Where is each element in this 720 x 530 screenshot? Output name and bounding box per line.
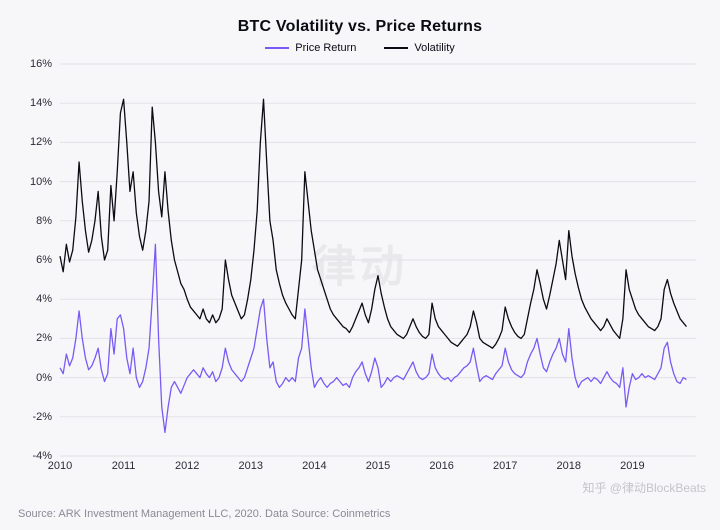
series-volatility (60, 99, 686, 348)
y-axis: 16%14%12%10%8%6%4%2%0%-2%-4% (0, 64, 56, 456)
x-tick-label: 2017 (493, 460, 517, 472)
chart-container: BTC Volatility vs. Price Returns Price R… (0, 0, 720, 530)
plot-svg (60, 64, 696, 456)
x-tick-label: 2010 (48, 460, 72, 472)
plot-area (60, 64, 696, 456)
chart-title: BTC Volatility vs. Price Returns (10, 18, 710, 36)
y-tick-label: 10% (30, 176, 52, 188)
y-tick-label: 4% (36, 293, 52, 305)
x-tick-label: 2014 (302, 460, 326, 472)
x-tick-label: 2013 (239, 460, 263, 472)
x-axis: 2010201120122013201420152016201720182019 (60, 460, 696, 480)
x-tick-label: 2018 (557, 460, 581, 472)
legend-swatch (384, 47, 408, 49)
x-tick-label: 2012 (175, 460, 199, 472)
x-tick-label: 2011 (112, 460, 136, 472)
chart-legend: Price Return Volatility (10, 42, 710, 54)
y-tick-label: 0% (36, 372, 52, 384)
y-tick-label: -2% (32, 411, 52, 423)
legend-item-price-return: Price Return (265, 42, 356, 54)
x-tick-label: 2015 (366, 460, 390, 472)
legend-label: Volatility (414, 42, 454, 54)
legend-swatch (265, 47, 289, 49)
y-tick-label: 6% (36, 254, 52, 266)
x-tick-label: 2019 (620, 460, 644, 472)
y-tick-label: 14% (30, 97, 52, 109)
y-tick-label: 2% (36, 332, 52, 344)
y-tick-label: 8% (36, 215, 52, 227)
y-tick-label: 16% (30, 58, 52, 70)
x-tick-label: 2016 (429, 460, 453, 472)
legend-label: Price Return (295, 42, 356, 54)
legend-item-volatility: Volatility (384, 42, 454, 54)
y-tick-label: 12% (30, 136, 52, 148)
source-text: Source: ARK Investment Management LLC, 2… (18, 508, 390, 520)
watermark-bottom-right: 知乎 @律动BlockBeats (582, 479, 706, 496)
